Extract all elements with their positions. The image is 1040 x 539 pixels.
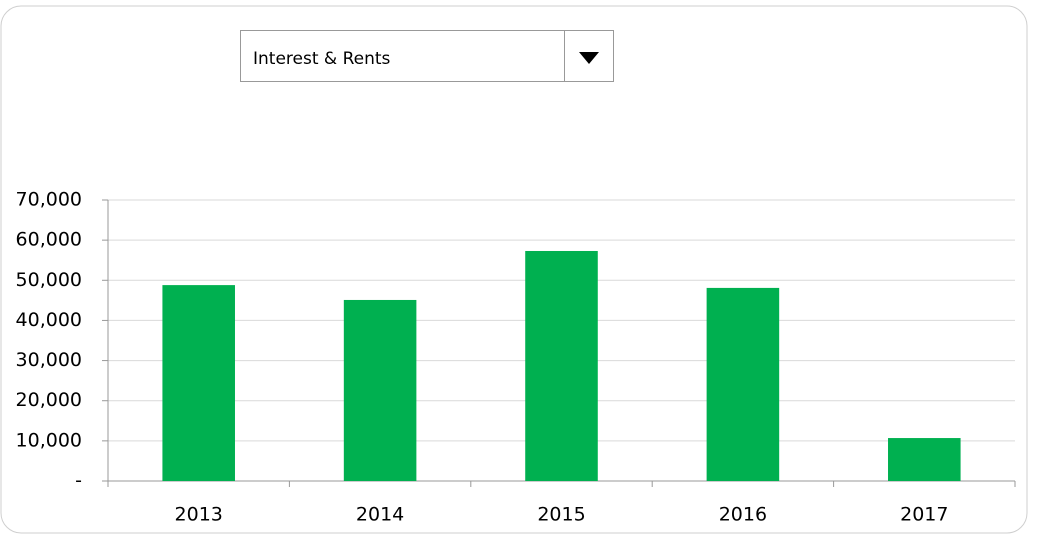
y-tick-label: 70,000 — [16, 189, 82, 211]
y-tick-label: 40,000 — [16, 309, 82, 331]
y-tick-label: 60,000 — [16, 229, 82, 251]
x-tick-label: 2016 — [719, 504, 767, 526]
y-tick-label: 20,000 — [16, 389, 82, 411]
bar — [525, 250, 598, 481]
x-tick-label: 2015 — [537, 504, 585, 526]
y-tick-label: 10,000 — [16, 429, 82, 451]
bar — [343, 299, 417, 481]
x-tick-label: 2017 — [900, 504, 948, 526]
dropdown-box[interactable] — [240, 30, 614, 82]
bar — [888, 438, 961, 481]
x-tick-label: 2013 — [175, 504, 223, 526]
bar — [162, 285, 235, 481]
y-tick-label: - — [75, 470, 82, 492]
x-tick-label: 2014 — [356, 504, 404, 526]
y-tick-label: 30,000 — [16, 349, 82, 371]
y-tick-label: 50,000 — [16, 269, 82, 291]
dropdown[interactable]: Interest & Rents — [240, 30, 614, 82]
bar — [706, 287, 780, 481]
chart-frame — [0, 5, 1028, 534]
dropdown-arrow[interactable] — [579, 52, 599, 64]
dropdown-text[interactable]: Interest & Rents — [253, 49, 391, 69]
